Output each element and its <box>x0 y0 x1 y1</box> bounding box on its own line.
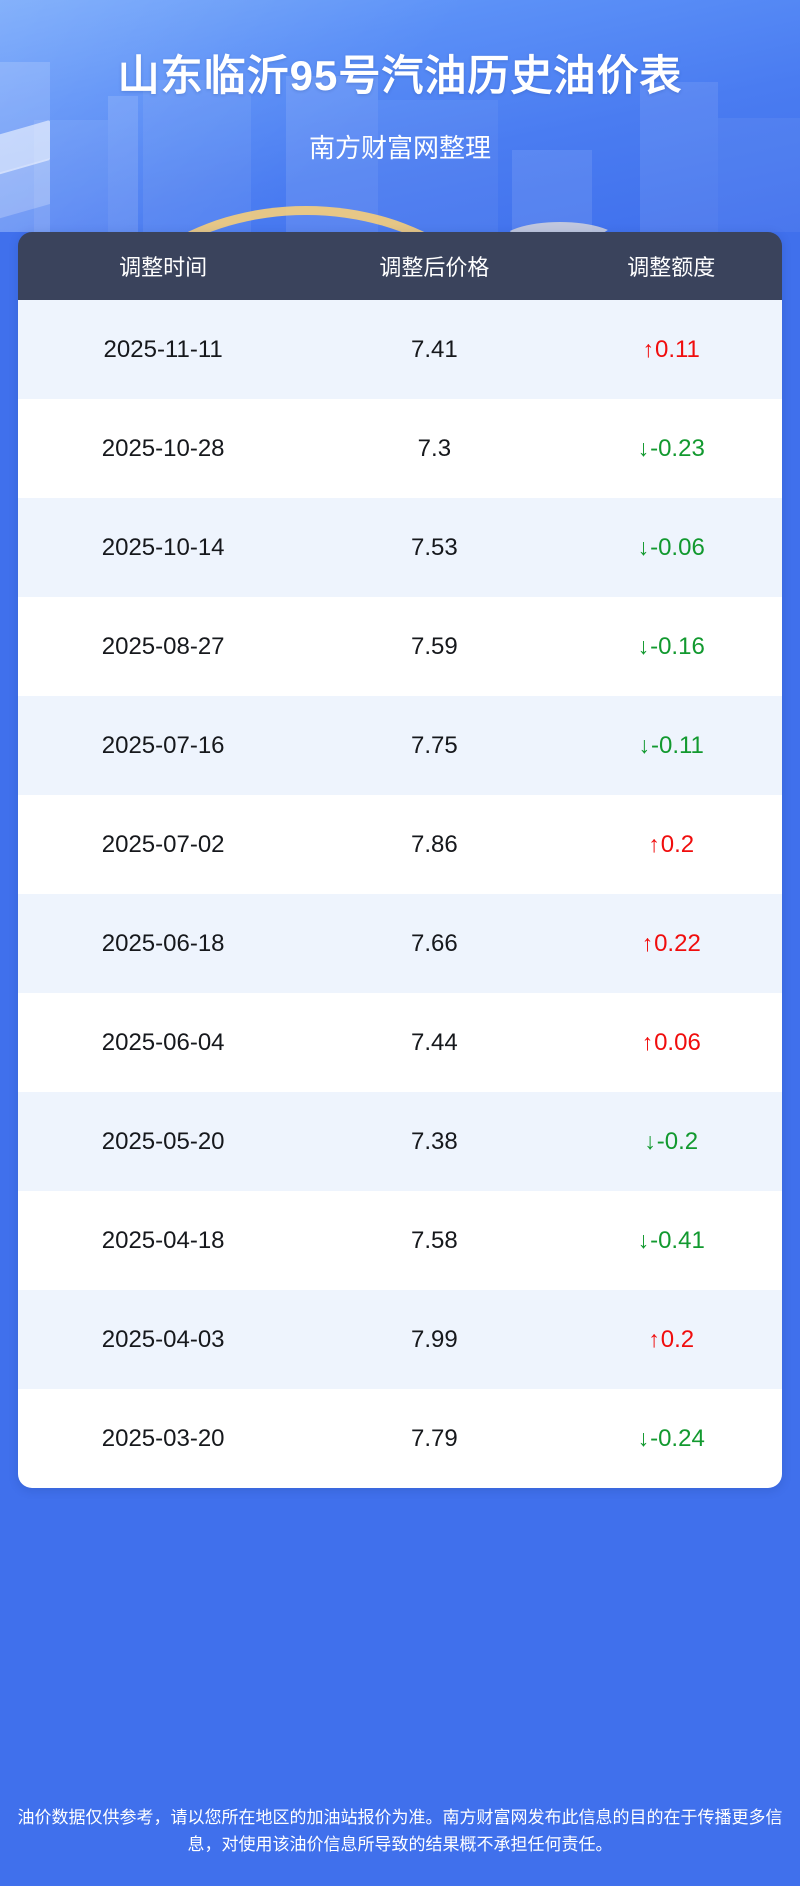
banner-shape-building-4 <box>143 80 251 232</box>
cell-delta: ↑0.2 <box>560 1326 782 1354</box>
cell-date: 2025-04-03 <box>101 1325 225 1353</box>
banner-shape-building-8 <box>640 82 718 232</box>
cell-delta: ↑0.22 <box>560 930 782 958</box>
cell-price: 7.3 <box>417 434 452 462</box>
cell-delta: ↓-0.24 <box>560 1425 782 1453</box>
delta-value: -0.06 <box>650 533 705 561</box>
cell-delta: ↓-0.23 <box>560 435 782 463</box>
delta-value: 0.22 <box>654 929 701 957</box>
banner-shape-building-3 <box>108 96 138 232</box>
cell-date: 2025-07-02 <box>101 830 225 858</box>
cell-price: 7.44 <box>411 1028 458 1056</box>
delta-value: -0.24 <box>650 1424 705 1452</box>
table-header-row: 调整时间 调整后价格 调整额度 <box>18 232 782 300</box>
cell-date: 2025-04-18 <box>101 1226 225 1254</box>
cell-date: 2025-07-16 <box>101 731 225 759</box>
delta-value: -0.11 <box>650 731 704 759</box>
table-row: 2025-07-16 7.75 ↓-0.11 <box>18 696 782 795</box>
table-body: 2025-11-11 7.41 ↑0.11 2025-10-28 7.3 ↓-0.23 20… <box>18 300 782 1488</box>
cell-price: 7.41 <box>411 335 458 363</box>
table-row: 2025-03-20 7.79 ↓-0.24 <box>18 1389 782 1488</box>
cell-delta: ↓-0.11 <box>560 732 782 760</box>
delta-value: 0.11 <box>654 335 700 363</box>
gold-arc-decoration <box>96 206 516 506</box>
column-header-price: 调整后价格 <box>379 255 490 280</box>
arrow-up-icon: ↑ <box>641 929 654 956</box>
delta-value: 0.2 <box>660 830 695 858</box>
delta-value: 0.06 <box>654 1028 701 1056</box>
cell-delta: ↓-0.2 <box>560 1128 782 1156</box>
cell-price: 7.58 <box>411 1226 458 1254</box>
arrow-down-icon: ↓ <box>637 1226 650 1253</box>
header-banner: 山东临沂95号汽油历史油价表 南方财富网整理 <box>0 0 800 232</box>
arrow-down-icon: ↓ <box>637 632 650 659</box>
delta-value: 0.2 <box>660 1325 695 1353</box>
table-row: 2025-07-02 7.86 ↑0.2 <box>18 795 782 894</box>
cell-date: 2025-05-20 <box>101 1127 225 1155</box>
table-row: 2025-11-11 7.41 ↑0.11 <box>18 300 782 399</box>
cell-date: 2025-10-14 <box>101 533 225 561</box>
table-row: 2025-05-20 7.38 ↓-0.2 <box>18 1092 782 1191</box>
cell-delta: ↓-0.41 <box>560 1227 782 1255</box>
cell-price: 7.38 <box>411 1127 458 1155</box>
price-history-table: 调整时间 调整后价格 调整额度 2025-11-11 7.41 ↑0.11 2025-… <box>18 232 782 1488</box>
disclaimer-text: 油价数据仅供参考，请以您所在地区的加油站报价为准。南方财富网发布此信息的目的在于… <box>17 1808 783 1854</box>
arrow-down-icon: ↓ <box>637 533 650 560</box>
cell-delta: ↓-0.06 <box>560 534 782 562</box>
cell-date: 2025-03-20 <box>101 1424 225 1452</box>
cell-price: 7.86 <box>411 830 458 858</box>
cell-delta: ↑0.11 <box>560 336 782 364</box>
cell-price: 7.75 <box>411 731 458 759</box>
banner-shape-building-7 <box>512 150 592 232</box>
cell-date: 2025-08-27 <box>101 632 225 660</box>
table-row: 2025-10-14 7.53 ↓-0.06 <box>18 498 782 597</box>
table-row: 2025-04-03 7.99 ↑0.2 <box>18 1290 782 1389</box>
cell-price: 7.99 <box>411 1325 458 1353</box>
cell-date: 2025-06-04 <box>101 1028 225 1056</box>
table-row: 2025-10-28 7.3 ↓-0.23 <box>18 399 782 498</box>
delta-value: -0.23 <box>650 434 705 462</box>
page-subtitle: 南方财富网整理 <box>308 133 491 163</box>
cell-price: 7.59 <box>411 632 458 660</box>
arrow-down-icon: ↓ <box>637 434 650 461</box>
arrow-up-icon: ↑ <box>648 1325 660 1352</box>
arrow-down-icon: ↓ <box>644 1127 656 1154</box>
cell-delta: ↑0.2 <box>560 831 782 859</box>
table-row: 2025-06-18 7.66 ↑0.22 <box>18 894 782 993</box>
banner-shape-building-6 <box>378 100 498 232</box>
arrow-up-icon: ↑ <box>642 335 654 362</box>
arrow-up-icon: ↑ <box>648 830 660 857</box>
cell-delta: ↓-0.16 <box>560 633 782 661</box>
delta-value: -0.16 <box>650 632 705 660</box>
table-row: 2025-04-18 7.58 ↓-0.41 <box>18 1191 782 1290</box>
cell-price: 7.66 <box>411 929 458 957</box>
table-row: 2025-06-04 7.44 ↑0.06 <box>18 993 782 1092</box>
column-header-date: 调整时间 <box>119 255 208 280</box>
arrow-down-icon: ↓ <box>637 1424 650 1451</box>
arrow-up-icon: ↑ <box>641 1028 654 1055</box>
cell-price: 7.53 <box>411 533 458 561</box>
arrow-down-icon: ↓ <box>638 731 650 758</box>
table-row: 2025-08-27 7.59 ↓-0.16 <box>18 597 782 696</box>
cell-price: 7.79 <box>411 1424 458 1452</box>
delta-value: -0.2 <box>656 1127 699 1155</box>
delta-value: -0.41 <box>650 1226 705 1254</box>
page-title: 山东临沂95号汽油历史油价表 <box>117 52 683 99</box>
column-header-delta: 调整额度 <box>627 255 716 280</box>
cell-delta: ↑0.06 <box>560 1029 782 1057</box>
cell-date: 2025-10-28 <box>101 434 225 462</box>
banner-shape-building-9 <box>718 118 800 232</box>
cell-date: 2025-11-11 <box>103 335 223 363</box>
cell-date: 2025-06-18 <box>101 929 225 957</box>
